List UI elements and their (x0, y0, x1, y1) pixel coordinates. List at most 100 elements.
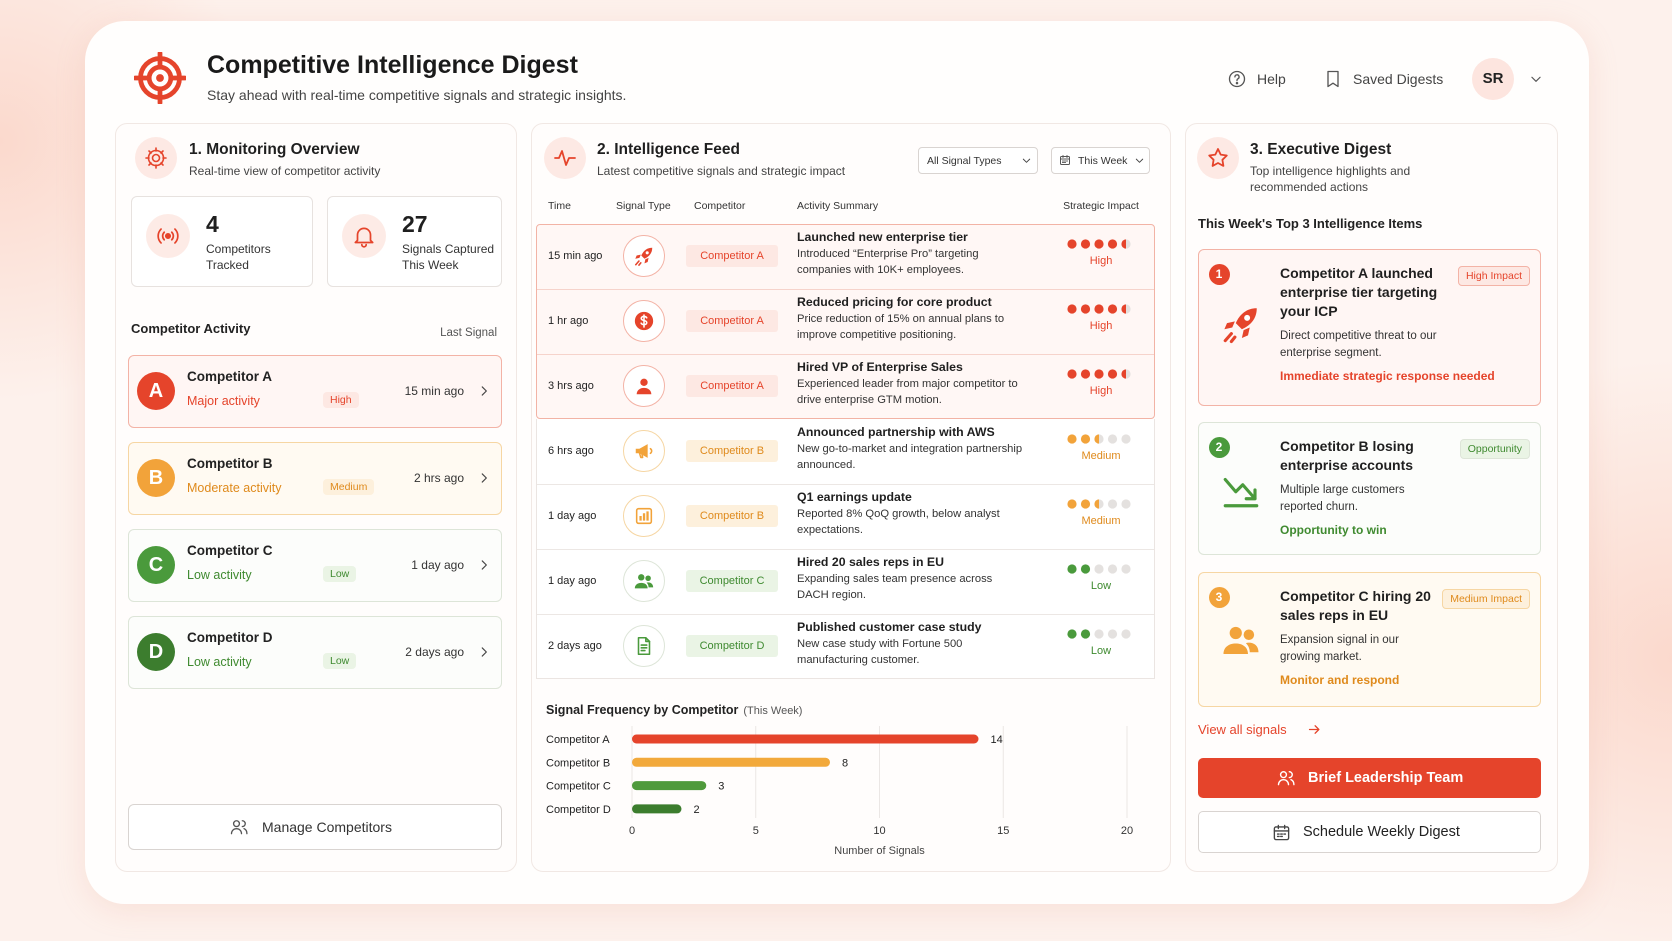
icon-shape (151, 153, 161, 163)
column-header: Time (548, 200, 571, 212)
section-icon-bg (135, 137, 177, 179)
period-filter-label: This Week (1078, 155, 1128, 167)
competitor-row[interactable] (128, 355, 502, 428)
activity-level-badge: Low (323, 566, 357, 582)
digest-body: Competitor A launched enterprise tier ta… (1280, 264, 1495, 383)
icon-shape (1531, 76, 1541, 82)
impact-dot (1107, 434, 1118, 444)
icon-shape (635, 507, 653, 525)
activity-title: Competitor Activity (131, 321, 251, 336)
impact-dot (1107, 564, 1118, 574)
brief-leadership-button[interactable] (1198, 758, 1541, 798)
icon-shape (145, 147, 167, 169)
section-title: 2. Intelligence Feed (597, 141, 740, 158)
activity-level-badge: Medium (323, 479, 375, 495)
icon-shape (157, 228, 179, 244)
icon-shape (640, 636, 651, 652)
icon-shape (635, 254, 649, 264)
competitor-badge: Competitor A (686, 310, 778, 332)
signal-time: 1 day ago (548, 510, 597, 522)
competitor-name: Competitor D (187, 630, 273, 645)
icon (1220, 303, 1262, 345)
impact-dot (1094, 239, 1104, 249)
impact-dot-half (1121, 304, 1126, 314)
saved-digests-link[interactable]: Saved Digests (1353, 71, 1444, 87)
impact-dot (1080, 239, 1091, 249)
competitor-avatar: C (137, 546, 175, 584)
competitor-badge: Competitor D (686, 635, 778, 657)
competitor-avatar: B (137, 459, 175, 497)
icon-shape (1273, 824, 1289, 840)
competitor-avatar: A (137, 372, 175, 410)
icon-shape (1234, 74, 1240, 82)
icon-shape (1308, 724, 1319, 734)
manage-competitors-button[interactable] (128, 804, 502, 850)
row-divider (537, 289, 1154, 290)
avatar[interactable]: SR (1472, 58, 1514, 100)
icon-shape (638, 574, 645, 581)
impact-dot-half (1094, 434, 1099, 444)
signal-type-filter[interactable] (918, 147, 1038, 174)
signal-icon-bg (623, 625, 665, 667)
rank-badge: 2 (1208, 436, 1230, 458)
impact-dot (1067, 629, 1077, 639)
digest-badge: Medium Impact (1442, 589, 1530, 609)
impact-dot-half (1094, 499, 1099, 509)
icon (1276, 768, 1296, 788)
icon-shape (481, 647, 487, 657)
icon-shape (360, 243, 368, 248)
impact-dot (1067, 304, 1077, 314)
icon-shape (636, 387, 652, 395)
icon-shape (1235, 81, 1239, 85)
icon-shape (1273, 825, 1289, 840)
icon (1529, 72, 1543, 86)
last-signal: 2 days ago (405, 645, 464, 659)
icon-shape (1277, 778, 1290, 786)
competitor-row[interactable] (128, 616, 502, 689)
column-header: Activity Summary (797, 200, 879, 212)
competitor-row[interactable] (128, 442, 502, 515)
impact-dot (1107, 629, 1118, 639)
impact-dot (1094, 629, 1104, 639)
competitor-activity: Moderate activity (187, 481, 282, 495)
row-divider (537, 549, 1154, 550)
digest-action: Opportunity to win (1280, 523, 1387, 537)
icon-shape (164, 232, 172, 240)
icon (633, 440, 655, 462)
icon-shape (354, 227, 374, 248)
icon-shape (481, 647, 487, 657)
last-signal: 2 hrs ago (413, 471, 464, 485)
icon-shape (1277, 771, 1295, 786)
icon-shape (1223, 642, 1259, 654)
impact-dot (1080, 304, 1091, 314)
icon (633, 635, 655, 657)
impact-dots (1067, 629, 1131, 639)
help-link[interactable]: Help (1257, 71, 1286, 87)
impact-dots (1067, 499, 1131, 509)
competitor-row[interactable] (128, 529, 502, 602)
impact-dot (1067, 369, 1077, 379)
competitor-badge: Competitor C (686, 570, 778, 592)
row-divider (537, 354, 1154, 355)
signal-headline: Q1 earnings update (797, 490, 912, 504)
icon-shape (634, 582, 654, 589)
icon-shape (157, 228, 179, 244)
competitor-name: Competitor B (187, 456, 273, 471)
icon-shape (1229, 626, 1242, 640)
rank-badge: 1 (1208, 263, 1230, 285)
impact-dots (1067, 564, 1131, 574)
impact-dot (1121, 499, 1131, 509)
schedule-digest-button[interactable] (1198, 811, 1541, 853)
impact-dot (1080, 369, 1091, 379)
icon-shape (1022, 158, 1030, 163)
signal-type-filter-label: All Signal Types (927, 155, 1002, 167)
competitor-avatar: D (137, 633, 175, 671)
icon-shape (1228, 70, 1246, 88)
icon-shape (554, 150, 576, 166)
digest-title: Competitor A launched enterprise tier ta… (1280, 265, 1438, 319)
row-divider (537, 484, 1154, 485)
icon-shape (132, 50, 188, 106)
view-all-signals-link[interactable]: View all signals (1198, 722, 1287, 737)
icon-shape (1060, 155, 1070, 163)
icon (1272, 823, 1291, 842)
